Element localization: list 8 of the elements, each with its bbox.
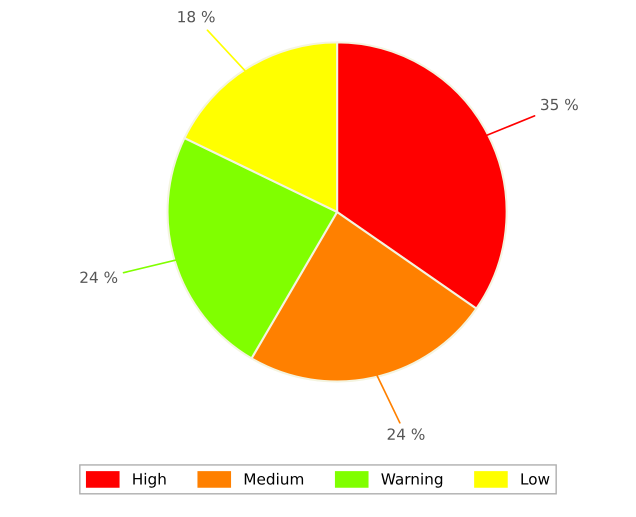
legend-label: Low [521,473,550,485]
legend-label: High [133,472,166,488]
legend-label: Medium [244,472,304,485]
data-label: 35 % [541,98,578,110]
data-label: 24 % [388,428,425,440]
data-label: 18 % [178,10,215,22]
legend-label: Warning [381,472,442,488]
data-label: 24 % [80,272,118,284]
